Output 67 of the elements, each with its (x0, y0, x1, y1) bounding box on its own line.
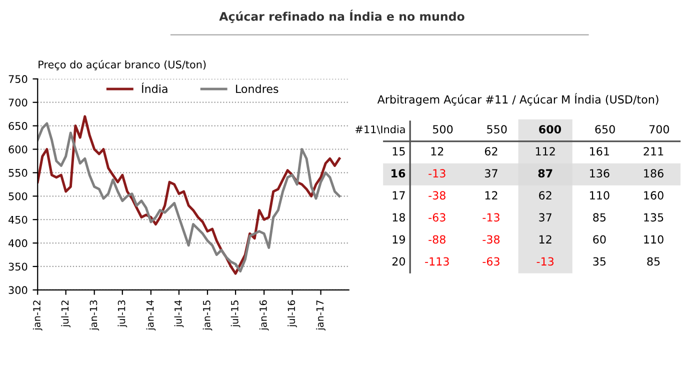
data-label: -38 (428, 191, 446, 200)
data-label: 62 (484, 147, 498, 156)
chart-title: Arbitragem Açúcar #11 / Açúcar M Índia (USD/ton) (377, 93, 658, 106)
y-tick-label: 19 (392, 235, 405, 244)
y-tick-label: 550 (8, 168, 28, 177)
data-label: 62 (539, 191, 552, 200)
x-tick-label: jan-13 (90, 300, 100, 331)
data-label: 35 (593, 257, 606, 266)
data-label: 160 (644, 191, 664, 200)
data-label: -63 (482, 257, 500, 266)
y-tick-label: 400 (8, 239, 28, 248)
x-tick-label: 600 (539, 125, 562, 134)
data-label: 112 (536, 147, 555, 156)
data-label: -113 (425, 257, 449, 266)
data-label: 135 (644, 213, 664, 222)
y-tick-label: 17 (392, 191, 405, 200)
x-tick-label: 500 (433, 125, 453, 134)
chart-subtitle: Preço do açúcar branco (US/ton) (38, 60, 206, 70)
data-label: 211 (644, 147, 664, 156)
y-tick-label: 500 (8, 192, 28, 200)
legend-label: Índia (142, 82, 168, 94)
x-tick-label: jul-14 (174, 300, 184, 328)
data-label: 110 (644, 235, 664, 244)
data-label: -13 (428, 169, 446, 178)
x-tick-label: jul-12 (61, 300, 71, 328)
data-label: 12 (539, 235, 552, 244)
data-label: -38 (482, 235, 500, 244)
x-tick-label: jan-12 (32, 300, 42, 331)
data-label: 110 (590, 191, 610, 200)
data-label: 85 (593, 213, 606, 222)
data-label: 12 (431, 147, 444, 156)
data-label: -63 (428, 213, 446, 222)
x-tick-label: 700 (649, 125, 670, 134)
x-tick-label: jan-16 (259, 300, 269, 331)
x-tick-label: jul-15 (230, 300, 240, 328)
x-tick-label: jul-16 (288, 300, 297, 328)
y-tick-label: 750 (8, 75, 28, 84)
data-label: 186 (644, 169, 664, 178)
data-label: -13 (536, 257, 554, 266)
y-axis-title: #11\India (356, 125, 405, 134)
y-tick-label: 450 (8, 216, 28, 224)
data-label: 161 (590, 147, 610, 156)
y-tick-label: 18 (392, 213, 405, 222)
y-tick-label: 15 (392, 147, 405, 156)
y-tick-label: 16 (392, 169, 406, 178)
data-label: -13 (482, 213, 500, 222)
x-tick-label: jan-15 (202, 300, 212, 331)
data-label: 87 (538, 169, 552, 178)
x-tick-label: jan-14 (146, 300, 156, 331)
y-tick-label: 20 (392, 257, 406, 266)
y-tick-label: 600 (8, 145, 28, 154)
x-tick-label: 650 (595, 125, 615, 134)
y-tick-label: 700 (8, 98, 28, 106)
data-label: -88 (428, 235, 446, 244)
data-label: 37 (539, 213, 552, 222)
data-label: 85 (647, 257, 660, 266)
x-tick-label: 550 (487, 125, 507, 134)
data-label: 60 (593, 235, 606, 244)
x-tick-label: jan-17 (316, 300, 326, 331)
legend-label: Londres (236, 84, 278, 94)
data-label: 136 (590, 169, 610, 178)
y-tick-label: 300 (8, 286, 28, 294)
data-label: 37 (485, 169, 498, 178)
data-label: 12 (485, 191, 498, 200)
y-tick-label: 350 (8, 262, 28, 271)
chart-title: Açúcar refinado na Índia e no mundo (219, 10, 464, 23)
x-tick-label: jul-13 (118, 300, 128, 328)
